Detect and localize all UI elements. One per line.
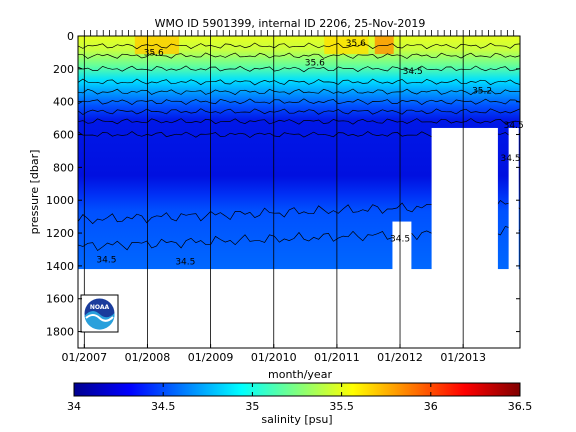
no-data-gap-2013 bbox=[508, 127, 519, 271]
contour-line bbox=[78, 78, 520, 86]
x-axis-label: month/year bbox=[268, 368, 332, 381]
y-tick-label: 600 bbox=[53, 129, 74, 142]
no-data-gap-2011 bbox=[392, 221, 412, 271]
y-tick-label: 400 bbox=[53, 96, 74, 109]
surface-high-salinity-patch bbox=[324, 36, 369, 55]
noaa-logo-text: NOAA bbox=[90, 304, 110, 311]
contour-label: 34.5 bbox=[504, 121, 524, 131]
colorbar bbox=[73, 382, 521, 397]
surface-high-salinity-patch bbox=[134, 36, 180, 55]
y-tick-label: 1000 bbox=[46, 194, 74, 207]
contour-label: 35.6 bbox=[144, 49, 164, 59]
year-grid-lines bbox=[83, 36, 464, 348]
y-tick-label: 0 bbox=[67, 30, 74, 43]
colorbar-label: salinity [psu] bbox=[261, 413, 332, 426]
x-axis: 01/2007 01/2008 01/2009 01/2010 01/2011 01/20… bbox=[61, 344, 486, 364]
colorbar-ticks: 34 34.5 35 35.5 36 36.5 bbox=[67, 383, 532, 413]
axes-frame bbox=[77, 35, 521, 349]
x-tick-label: 01/2008 bbox=[125, 351, 171, 364]
chart-title: WMO ID 5901399, internal ID 2206, 25-Nov… bbox=[155, 17, 426, 30]
y-axis-label: pressure [dbar] bbox=[28, 150, 41, 235]
colorbar-tick-label: 34.5 bbox=[151, 400, 176, 413]
x-tick-label: 01/2012 bbox=[377, 351, 423, 364]
contour-label: 35.2 bbox=[472, 86, 492, 96]
y-axis: 0 200 400 600 800 1000 1200 1400 1600 1800 bbox=[46, 30, 520, 339]
contour-line bbox=[78, 98, 520, 106]
data-gaps bbox=[79, 127, 519, 347]
no-data-gap-2012 bbox=[431, 127, 498, 271]
colorbar-tick-label: 36.5 bbox=[508, 400, 533, 413]
contour-label: 34.5 bbox=[175, 257, 195, 267]
contour-line bbox=[78, 108, 520, 115]
x-tick-label: 01/2013 bbox=[440, 351, 486, 364]
y-tick-label: 1400 bbox=[46, 260, 74, 273]
contour-line bbox=[78, 42, 520, 50]
profile-markers bbox=[83, 30, 515, 36]
colorbar-tick-label: 35 bbox=[245, 400, 259, 413]
contour-label: 35.6 bbox=[346, 39, 366, 49]
x-tick-label: 01/2009 bbox=[188, 351, 234, 364]
x-tick-label: 01/2007 bbox=[61, 351, 107, 364]
contour-labels: 34.5 34.5 34.5 34.5 35.6 35.6 35.6 35.2 34.5 34.5 bbox=[96, 39, 523, 267]
y-tick-label: 1600 bbox=[46, 293, 74, 306]
colorbar-tick-label: 34 bbox=[67, 400, 81, 413]
contour-line bbox=[78, 65, 520, 73]
noaa-logo: NOAA bbox=[80, 294, 119, 333]
x-tick-label: 01/2010 bbox=[251, 351, 297, 364]
contour-label: 35.6 bbox=[305, 59, 325, 69]
y-tick-label: 200 bbox=[53, 63, 74, 76]
colorbar-tick-label: 35.5 bbox=[329, 400, 354, 413]
contour-line bbox=[78, 52, 520, 59]
contour-label: 34.5 bbox=[403, 67, 423, 77]
contour-label: 34.5 bbox=[96, 256, 116, 266]
y-tick-label: 1200 bbox=[46, 227, 74, 240]
no-data-below bbox=[79, 269, 519, 347]
contour-label: 34.5 bbox=[501, 154, 521, 164]
contour-label: 34.5 bbox=[390, 234, 410, 244]
x-tick-label: 01/2011 bbox=[314, 351, 360, 364]
contour-line bbox=[78, 118, 520, 125]
y-tick-label: 800 bbox=[53, 161, 74, 174]
y-tick-label: 1800 bbox=[46, 326, 74, 339]
surface-high-salinity-patch bbox=[374, 36, 394, 55]
colorbar-tick-label: 36 bbox=[424, 400, 438, 413]
contour-line bbox=[78, 88, 520, 96]
